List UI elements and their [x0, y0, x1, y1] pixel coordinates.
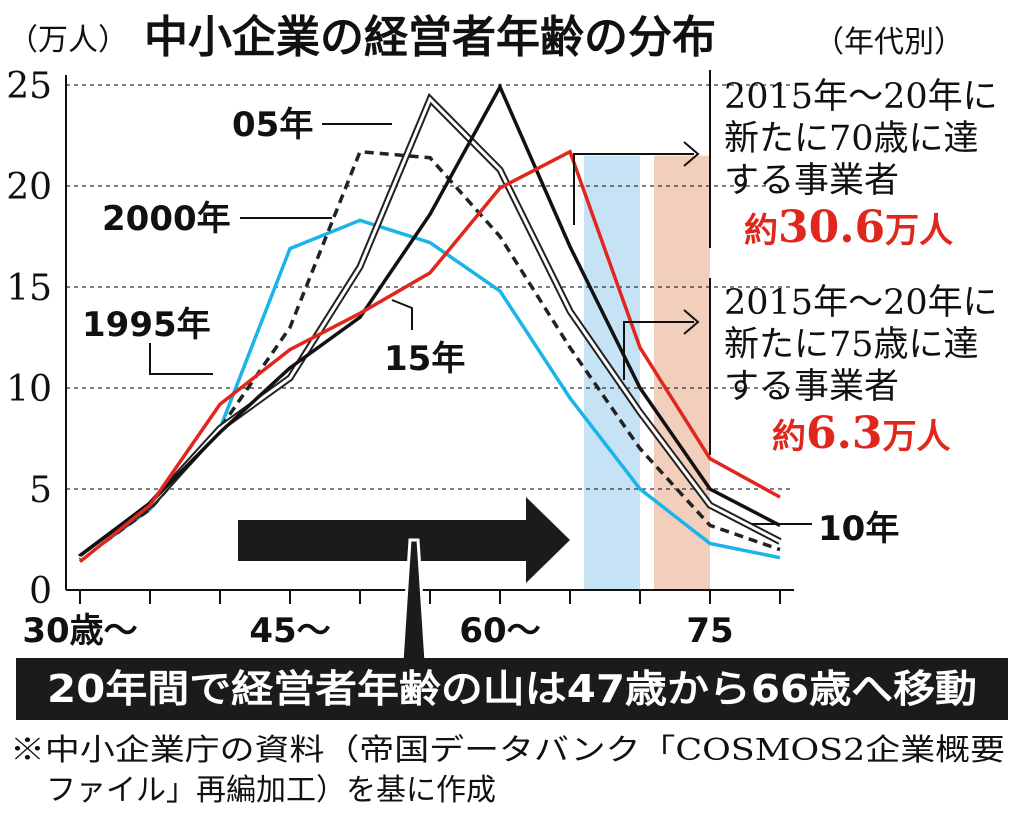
shaded-band-1	[654, 155, 710, 590]
banner: 20年間で経営者年齢の山は47歳から66歳へ移動	[16, 538, 1008, 720]
callout-70-prefix: 約	[744, 211, 778, 251]
callout-70-line-1: 2015年〜20年に	[724, 77, 998, 117]
series-label-1995: 1995年	[82, 305, 211, 345]
callout-75-unit: 万人	[883, 417, 951, 457]
y-tick-label-10: 10	[6, 369, 52, 410]
series-4	[78, 149, 781, 564]
series-labels: 05年 2000年 1995年 15年 10年	[82, 105, 899, 549]
series-label-05: 05年	[232, 105, 313, 145]
callout-70-value: 約30.6万人	[744, 202, 953, 253]
callout-75-line-3: する事業者	[724, 367, 899, 407]
y-tick-label-5: 5	[29, 470, 52, 511]
shaded-bands	[584, 155, 710, 590]
series-3	[78, 83, 781, 558]
source-note-line-1: ※中小企業庁の資料（帝国データバンク「COSMOS2企業概要	[10, 733, 1005, 768]
series-label-10: 10年	[818, 509, 899, 549]
series-leaders	[149, 123, 812, 525]
callout-75-value: 約6.3万人	[772, 408, 951, 459]
series-label-15: 15年	[384, 339, 465, 379]
x-tick-label-75: 75	[686, 611, 733, 651]
callout-70-arrowhead	[683, 141, 700, 167]
y-tick-label-0: 0	[29, 571, 52, 612]
callout-70-number: 30.6	[778, 202, 885, 253]
leader-15	[391, 299, 413, 330]
callout-70: 2015年〜20年に 新たに70歳に達 する事業者 約30.6万人	[573, 70, 998, 253]
series-label-2000: 2000年	[102, 199, 231, 239]
callout-75-pointer	[623, 321, 694, 380]
y-tick-label-25: 25	[6, 66, 52, 107]
series-line-3	[78, 83, 781, 558]
y-ticks: 0 5 10 15 20 25	[6, 66, 52, 612]
series-line-4	[78, 149, 781, 564]
x-tick-label-45: 45〜	[249, 611, 330, 651]
callout-75-line-2: 新たに75歳に達	[724, 325, 979, 365]
callout-70-unit: 万人	[885, 211, 953, 251]
banner-box	[16, 658, 1008, 720]
callout-75-prefix: 約	[772, 417, 806, 457]
x-tick-label-60: 60〜	[459, 611, 540, 651]
y-tick-label-15: 15	[6, 268, 52, 309]
y-tick-label-20: 20	[6, 167, 52, 208]
y-axis-unit: （万人）	[8, 23, 128, 58]
chart-title: 中小企業の経営者年齢の分布	[144, 12, 716, 63]
callout-75-number: 6.3	[806, 408, 883, 459]
series-lines	[77, 83, 782, 564]
source-note-line-2: ファイル」再編加工）を基に作成	[46, 773, 496, 808]
callout-70-line-2: 新たに70歳に達	[724, 119, 979, 159]
shift-arrow	[238, 497, 570, 583]
x-tick-label-30: 30歳〜	[22, 611, 137, 651]
callout-70-pointer	[573, 153, 694, 225]
callout-70-line-3: する事業者	[724, 161, 899, 201]
banner-text: 20年間で経営者年齢の山は47歳から66歳へ移動	[47, 667, 977, 711]
callout-75: 2015年〜20年に 新たに75歳に達 する事業者 約6.3万人	[623, 278, 998, 459]
callout-75-line-1: 2015年〜20年に	[724, 283, 998, 323]
callout-75-arrowhead	[683, 309, 700, 335]
chart-title-suffix: （年代別）	[814, 25, 964, 60]
x-ticks: 30歳〜 45〜 60〜 75	[22, 590, 781, 651]
leader-1995	[149, 343, 213, 375]
